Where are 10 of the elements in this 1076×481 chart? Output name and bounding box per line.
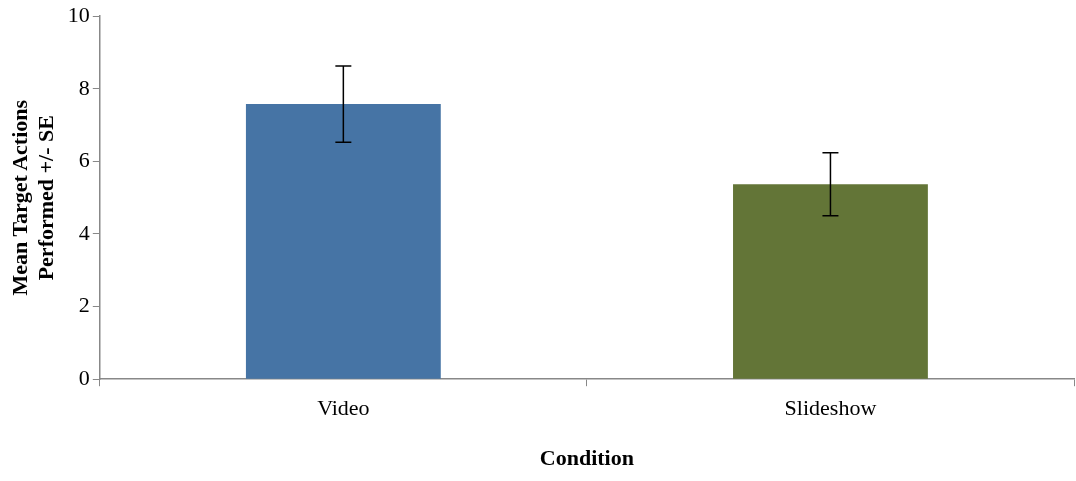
y-tick-label: 8 bbox=[78, 74, 90, 100]
y-axis-title: Mean Target Actions Performed +/- SE bbox=[6, 99, 59, 296]
x-tick-label: Slideshow bbox=[784, 395, 877, 421]
y-tick-label: 2 bbox=[78, 292, 90, 318]
y-tick-label: 6 bbox=[78, 147, 90, 173]
x-tick-label: Video bbox=[317, 395, 370, 421]
y-tick-label: 0 bbox=[78, 364, 90, 390]
x-axis-title: Condition bbox=[539, 445, 634, 471]
y-tick-label: 10 bbox=[67, 1, 90, 27]
y-tick-label: 4 bbox=[78, 219, 90, 245]
